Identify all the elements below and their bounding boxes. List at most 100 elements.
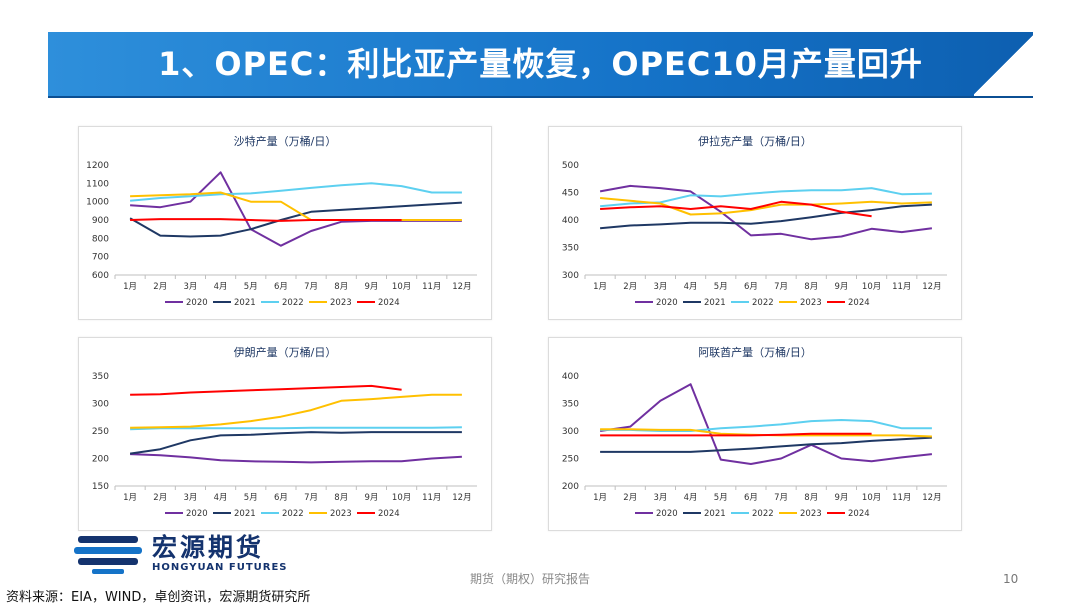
series-line-2022 [600, 187, 932, 208]
y-tick-label: 1000 [86, 198, 109, 208]
y-tick-label: 200 [562, 482, 579, 492]
legend-label: 2022 [282, 509, 304, 519]
legend-label: 2024 [848, 298, 870, 308]
x-tick-label: 4月 [684, 493, 698, 503]
x-tick-label: 8月 [334, 493, 348, 503]
logo-name-en: HONGYUAN FUTURES [152, 562, 288, 573]
legend-label: 2024 [378, 509, 400, 519]
legend-label: 2023 [800, 509, 822, 519]
line-chart: 伊拉克产量（万桶/日） 300 350 400 450 500 1月 2月 3月 4月 5月 6月 7月… [562, 134, 947, 308]
y-tick-label: 150 [92, 482, 109, 492]
data-source: 资料来源：EIA，WIND，卓创资讯，宏源期货研究所 [6, 590, 311, 605]
series-line-2021 [600, 203, 932, 230]
x-tick-label: 4月 [214, 282, 228, 292]
x-tick-label: 9月 [834, 282, 848, 292]
legend-label: 2021 [704, 509, 726, 519]
legend-label: 2022 [752, 298, 774, 308]
series-line-2020 [130, 453, 462, 464]
x-tick-label: 12月 [452, 493, 471, 503]
series-line-2022 [130, 426, 462, 431]
x-tick-label: 11月 [422, 282, 441, 292]
series-line-2024 [130, 384, 402, 396]
series-line-2021 [129, 431, 462, 455]
y-tick-label: 1200 [86, 161, 109, 171]
y-tick-label: 250 [562, 455, 579, 465]
chart-title: 沙特产量（万桶/日） [234, 134, 337, 148]
x-tick-label: 12月 [922, 282, 941, 292]
company-logo: 宏源期货 HONGYUAN FUTURES [74, 528, 314, 578]
y-tick-label: 1100 [86, 179, 109, 189]
chart-title: 伊朗产量（万桶/日） [234, 345, 337, 359]
y-tick-label: 600 [92, 271, 109, 281]
logo-name-cn: 宏源期货 [152, 533, 265, 562]
x-tick-label: 10月 [392, 282, 411, 292]
x-tick-label: 7月 [774, 493, 788, 503]
legend-label: 2021 [704, 298, 726, 308]
legend-label: 2022 [282, 298, 304, 308]
x-tick-label: 1月 [123, 493, 137, 503]
page-number: 10 [1003, 572, 1019, 586]
y-tick-label: 250 [92, 427, 109, 437]
x-tick-label: 1月 [593, 493, 607, 503]
x-tick-label: 2月 [153, 493, 167, 503]
legend-label: 2020 [186, 509, 208, 519]
x-tick-label: 2月 [623, 493, 637, 503]
x-tick-label: 6月 [744, 282, 758, 292]
chart-title: 伊拉克产量（万桶/日） [698, 134, 812, 148]
legend-label: 2021 [234, 509, 256, 519]
line-chart: 阿联酋产量（万桶/日） 200 250 300 350 400 1月 2月 3月 4月 5月 6月 7月… [562, 345, 947, 519]
series-line-2024 [600, 432, 872, 437]
legend-label: 2020 [656, 509, 678, 519]
x-tick-label: 8月 [334, 282, 348, 292]
x-tick-label: 6月 [274, 282, 288, 292]
series-line-2023 [130, 393, 462, 429]
report-type: 期货（期权）研究报告 [470, 572, 591, 586]
x-tick-label: 7月 [304, 493, 318, 503]
x-tick-label: 3月 [653, 493, 667, 503]
logo-mark-icon [74, 536, 142, 574]
x-tick-label: 5月 [244, 493, 258, 503]
series-line-2021 [129, 201, 462, 238]
series-line-2021 [600, 436, 932, 453]
line-chart: 伊朗产量（万桶/日） 150 200 250 300 350 1月 2月 3月 4月 5月 6月 7月 8… [92, 345, 477, 519]
x-tick-label: 5月 [714, 493, 728, 503]
y-tick-label: 800 [92, 234, 109, 244]
x-tick-label: 6月 [744, 493, 758, 503]
legend-label: 2020 [656, 298, 678, 308]
series-line-2022 [130, 182, 462, 202]
x-tick-label: 2月 [153, 282, 167, 292]
x-tick-label: 11月 [892, 493, 911, 503]
chart-panel-uae: 阿联酋产量（万桶/日） 200 250 300 350 400 1月 2月 3月 4月 5月 6月 7月… [548, 337, 962, 531]
y-tick-label: 900 [92, 216, 109, 226]
x-tick-label: 5月 [244, 282, 258, 292]
x-tick-label: 10月 [862, 493, 881, 503]
x-tick-label: 10月 [392, 493, 411, 503]
legend-label: 2022 [752, 509, 774, 519]
series-line-2023 [130, 191, 462, 221]
x-tick-label: 1月 [593, 282, 607, 292]
x-tick-label: 2月 [623, 282, 637, 292]
x-tick-label: 11月 [892, 282, 911, 292]
legend-label: 2023 [330, 298, 352, 308]
x-tick-label: 10月 [862, 282, 881, 292]
x-tick-label: 8月 [804, 282, 818, 292]
legend-label: 2023 [330, 509, 352, 519]
series-line-2024 [600, 200, 872, 218]
y-tick-label: 300 [562, 271, 579, 281]
y-tick-label: 350 [562, 400, 579, 410]
y-tick-label: 400 [562, 372, 579, 382]
legend-label: 2021 [234, 298, 256, 308]
x-tick-label: 9月 [364, 493, 378, 503]
chart-panel-saudi: 沙特产量（万桶/日） 600 700 800 900 1000 1100 1200 1月 2月 3月… [78, 126, 492, 320]
x-tick-label: 3月 [653, 282, 667, 292]
y-tick-label: 450 [562, 189, 579, 199]
y-tick-label: 200 [92, 455, 109, 465]
y-tick-label: 500 [562, 161, 579, 171]
series-line-2020 [599, 383, 933, 465]
x-tick-label: 6月 [274, 493, 288, 503]
x-tick-label: 12月 [452, 282, 471, 292]
series-line-2020 [599, 184, 933, 241]
legend-label: 2020 [186, 298, 208, 308]
series-line-2020 [130, 171, 462, 247]
x-tick-label: 4月 [214, 493, 228, 503]
